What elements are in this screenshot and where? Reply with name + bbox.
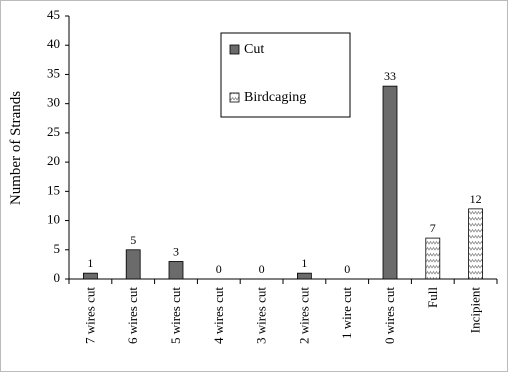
data-label: 0 bbox=[259, 262, 265, 276]
x-tick-label: 4 wires cut bbox=[211, 287, 226, 344]
bar bbox=[125, 249, 141, 280]
data-label: 0 bbox=[344, 262, 350, 276]
data-label: 33 bbox=[384, 69, 396, 83]
x-tick-label: Incipient bbox=[468, 287, 483, 334]
x-tick-label: Full bbox=[425, 287, 440, 308]
y-tick-label: 40 bbox=[47, 36, 60, 51]
bar bbox=[382, 85, 398, 280]
data-label: 1 bbox=[87, 256, 93, 270]
legend-swatch bbox=[229, 92, 240, 103]
data-label: 12 bbox=[470, 192, 482, 206]
bar bbox=[296, 272, 312, 280]
x-tick-label: 3 wires cut bbox=[254, 287, 269, 344]
x-tick-label: 2 wires cut bbox=[296, 287, 311, 344]
legend-label: Cut bbox=[244, 42, 264, 57]
y-tick-label: 0 bbox=[54, 270, 61, 285]
legend-label: Birdcaging bbox=[244, 90, 306, 105]
y-tick-label: 30 bbox=[47, 95, 60, 110]
bar bbox=[168, 261, 184, 280]
bar bbox=[468, 208, 484, 280]
x-tick-label: 5 wires cut bbox=[168, 287, 183, 344]
y-tick-label: 15 bbox=[47, 182, 60, 197]
y-tick-label: 5 bbox=[54, 241, 61, 256]
data-label: 1 bbox=[301, 256, 307, 270]
data-label: 3 bbox=[173, 244, 179, 258]
data-label: 7 bbox=[430, 221, 436, 235]
y-tick-label: 20 bbox=[47, 153, 60, 168]
bar bbox=[83, 272, 98, 280]
data-label: 5 bbox=[130, 233, 136, 247]
y-tick-label: 35 bbox=[47, 65, 60, 80]
y-tick-label: 10 bbox=[47, 212, 60, 227]
y-tick-label: 45 bbox=[47, 7, 60, 22]
y-axis-label: Number of Strands bbox=[8, 91, 24, 205]
data-label: 0 bbox=[216, 262, 222, 276]
legend-swatch bbox=[229, 44, 240, 55]
x-tick-label: 7 wires cut bbox=[82, 287, 97, 344]
x-tick-label: 6 wires cut bbox=[125, 287, 140, 344]
x-tick-label: 1 wire cut bbox=[339, 287, 354, 339]
y-tick-label: 25 bbox=[47, 124, 60, 139]
legend bbox=[220, 32, 351, 118]
bar bbox=[425, 237, 441, 280]
x-tick-label: 0 wires cut bbox=[382, 287, 397, 344]
